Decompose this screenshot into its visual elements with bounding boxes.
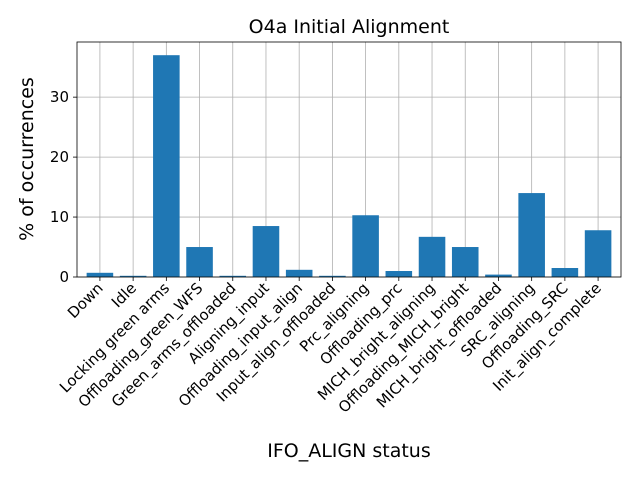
bar	[551, 268, 579, 277]
bar	[252, 226, 280, 277]
bar	[186, 247, 213, 277]
bar	[352, 215, 379, 277]
bar	[385, 271, 413, 277]
axes	[76, 41, 622, 278]
bars	[86, 55, 612, 277]
bar	[285, 269, 313, 277]
bar	[518, 193, 545, 277]
x-axis-label: IFO_ALIGN status	[267, 440, 431, 462]
plot-frame	[76, 41, 622, 278]
bar	[153, 55, 180, 277]
bar	[451, 247, 479, 277]
y-tick-label: 10	[50, 208, 69, 226]
chart-title: O4a Initial Alignment	[249, 16, 450, 38]
bar	[319, 275, 346, 277]
x-tick-label: Down	[64, 279, 107, 322]
y-axis-ticks: 0 10 20 30	[50, 88, 77, 286]
bar	[485, 274, 512, 277]
y-tick-label: 20	[50, 148, 69, 166]
y-tick-label: 0	[59, 268, 69, 286]
bar	[219, 275, 247, 277]
bar	[119, 275, 147, 277]
y-axis-label: % of occurrences	[16, 77, 38, 241]
y-tick-label: 30	[50, 88, 69, 106]
bar	[418, 236, 446, 277]
bar	[86, 272, 114, 277]
bar	[584, 230, 612, 277]
